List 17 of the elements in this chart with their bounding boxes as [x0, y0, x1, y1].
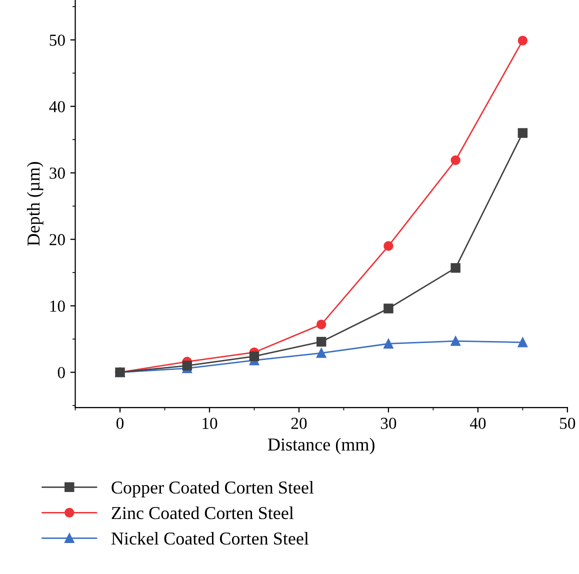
y-tick-label: 10 [50, 300, 65, 312]
x-axis-title: Distance (mm) [268, 438, 374, 454]
x-tick-label: 30 [380, 418, 396, 429]
x-tick-label: 0 [116, 418, 124, 429]
x-tick-label: 50 [560, 418, 576, 429]
legend-label: Zinc Coated Corten Steel [112, 506, 294, 520]
y-axis-title: Depth (µm) [26, 162, 44, 246]
y-tick-label: 50 [50, 34, 65, 46]
x-tick-label: 10 [202, 418, 218, 429]
legend-label: Copper Coated Corten Steel [112, 480, 314, 498]
y-tick-label: 20 [50, 234, 65, 246]
x-tick-label: 20 [291, 418, 307, 429]
x-tick-label: 40 [470, 418, 486, 429]
y-tick-label: 0 [58, 367, 65, 378]
y-tick-label: 30 [50, 168, 65, 179]
legend-label: Nickel Coated Corten Steel [111, 532, 309, 545]
y-tick-label: 40 [49, 101, 65, 112]
